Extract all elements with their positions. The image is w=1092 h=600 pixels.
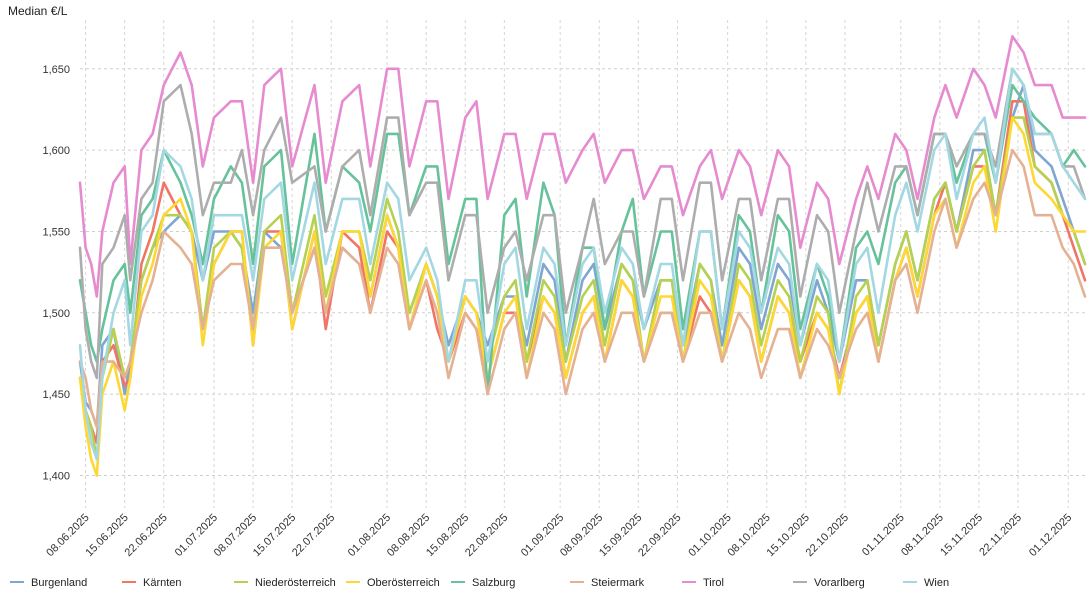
series-line-steiermark xyxy=(78,148,1087,429)
y-tick-label: 1,450 xyxy=(42,389,70,401)
legend-label: Steiermark xyxy=(591,577,645,589)
legend-item-vorarlberg[interactable]: Vorarlberg xyxy=(793,577,865,589)
y-tick-label: 1,600 xyxy=(42,145,70,157)
x-tick-label: 01.12.2025 xyxy=(1027,512,1074,559)
legend-item-tirol[interactable]: Tirol xyxy=(682,577,724,589)
x-tick-label: 22.11.2025 xyxy=(977,512,1024,559)
y-tick-label: 1,500 xyxy=(42,308,70,320)
legend-item-salzburg[interactable]: Salzburg xyxy=(451,577,515,589)
legend-item-steiermark[interactable]: Steiermark xyxy=(570,577,645,589)
y-tick-label: 1,400 xyxy=(42,470,70,482)
legend-item-wien[interactable]: Wien xyxy=(903,577,949,589)
legend[interactable]: Burgenland Kärnten Niederösterreich Oberöst… xyxy=(10,577,949,589)
legend-label: Oberösterreich xyxy=(367,577,440,589)
y-axis: 1,400 1,450 1,500 1,550 1,600 1,650 xyxy=(42,64,70,483)
series-line-vorarlberg xyxy=(78,67,1087,380)
legend-label: Niederösterreich xyxy=(255,577,336,589)
y-tick-label: 1,650 xyxy=(42,64,70,76)
legend-item-burgenland[interactable]: Burgenland xyxy=(10,577,87,589)
series-line-tirol xyxy=(78,34,1087,298)
legend-item-kärnten[interactable]: Kärnten xyxy=(122,577,182,589)
series-lines xyxy=(78,34,1087,477)
y-axis-label: Median €/L xyxy=(8,4,68,18)
series-line-wien xyxy=(78,67,1087,461)
x-tick-label: 22.08.2025 xyxy=(463,512,510,559)
x-tick-label: 22.10.2025 xyxy=(804,512,851,559)
legend-label: Burgenland xyxy=(31,577,87,589)
x-tick-label: 22.06.2025 xyxy=(122,512,169,559)
x-tick-label: 22.09.2025 xyxy=(636,512,683,559)
legend-label: Kärnten xyxy=(143,577,182,589)
legend-label: Vorarlberg xyxy=(814,577,865,589)
legend-label: Tirol xyxy=(703,577,724,589)
legend-item-niederösterreich[interactable]: Niederösterreich xyxy=(234,577,336,589)
legend-item-oberösterreich[interactable]: Oberösterreich xyxy=(346,577,440,589)
legend-label: Salzburg xyxy=(472,577,515,589)
legend-label: Wien xyxy=(924,577,949,589)
x-tick-label: 22.07.2025 xyxy=(290,512,337,559)
y-tick-label: 1,550 xyxy=(42,226,70,238)
series-line-salzburg xyxy=(78,83,1087,396)
series-line-oberösterreich xyxy=(78,116,1087,477)
